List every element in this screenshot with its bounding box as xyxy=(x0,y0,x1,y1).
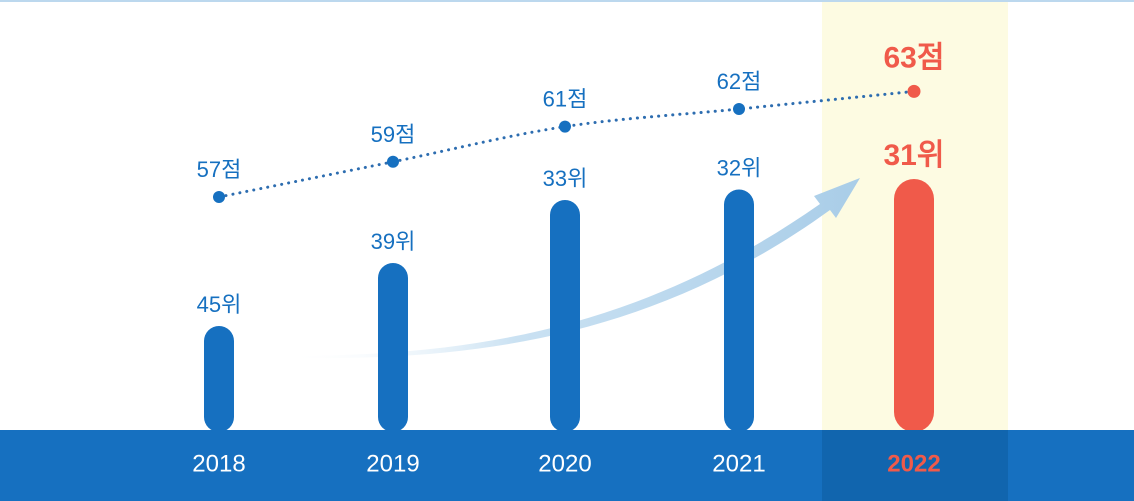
x-tick-2022: 2022 xyxy=(887,450,940,477)
score-label-2019: 59점 xyxy=(371,122,416,147)
rank-label-2019: 39위 xyxy=(371,229,416,254)
x-tick-2020: 2020 xyxy=(538,450,591,477)
rank-bars xyxy=(204,179,934,432)
score-point-2020 xyxy=(559,120,571,133)
score-label-2021: 62점 xyxy=(717,69,762,94)
rank-bar-2021 xyxy=(724,189,754,432)
score-label-2020: 61점 xyxy=(543,87,588,112)
x-tick-2019: 2019 xyxy=(366,450,419,477)
score-point-2021 xyxy=(733,103,745,115)
rank-label-2022: 31위 xyxy=(884,139,945,172)
rank-label-2020: 33위 xyxy=(543,166,588,191)
score-point-2019 xyxy=(387,155,399,168)
x-tick-2018: 2018 xyxy=(192,450,245,477)
rank-bar-2018 xyxy=(204,326,234,432)
score-point-2018 xyxy=(213,191,225,203)
x-axis: 2018 2019 2020 2021 2022 xyxy=(192,450,940,477)
score-line-path xyxy=(217,89,916,199)
score-line xyxy=(213,84,921,203)
rank-label-2018: 45위 xyxy=(197,292,242,317)
x-tick-2021: 2021 xyxy=(712,450,765,477)
rank-bar-2022 xyxy=(894,179,934,432)
rank-bar-2020 xyxy=(550,200,580,432)
year-band-highlight xyxy=(822,430,1008,501)
score-label-2022: 63점 xyxy=(884,41,945,74)
rank-bar-2019 xyxy=(378,263,408,432)
top-rule xyxy=(0,0,1134,2)
score-point-2022 xyxy=(907,84,921,98)
rank-label-2021: 32위 xyxy=(717,156,762,181)
value-labels: 45위 39위 33위 32위 31위 57점 59점 61점 62점 63점 xyxy=(197,41,945,317)
score-label-2018: 57점 xyxy=(197,157,242,182)
